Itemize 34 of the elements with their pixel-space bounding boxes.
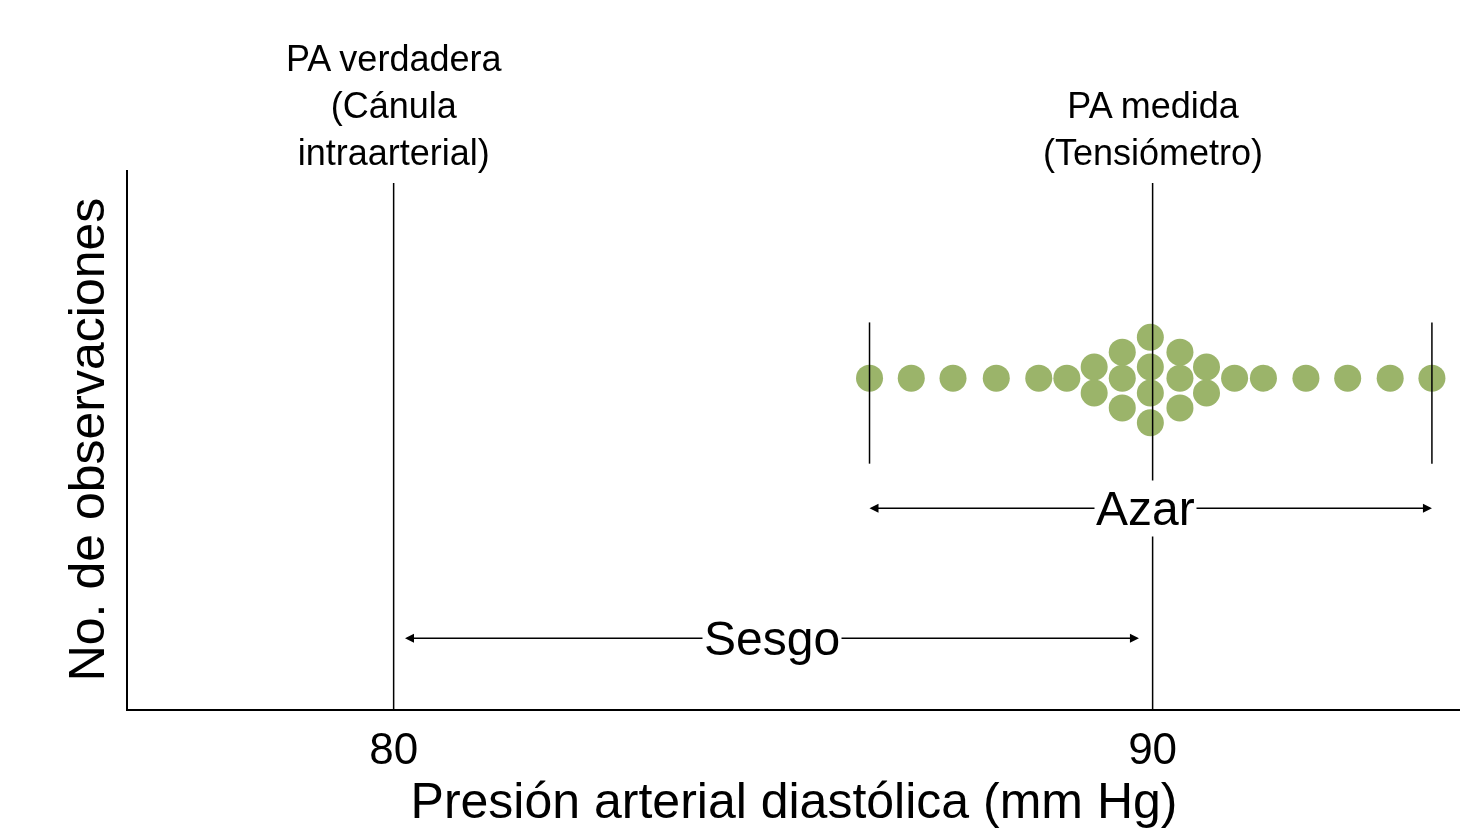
- point: [1193, 353, 1220, 381]
- x-tick-label: 90: [1128, 723, 1178, 773]
- point: [1166, 338, 1194, 366]
- ref-line-label: PA verdadera (Cánula intraarterial): [286, 38, 503, 173]
- point: [982, 364, 1010, 392]
- point: [939, 364, 967, 392]
- point: [1136, 379, 1164, 407]
- point: [1108, 394, 1136, 422]
- x-axis-title: Presión arterial diastólica (mm Hg): [410, 772, 1178, 829]
- point: [1080, 379, 1108, 407]
- point: [856, 364, 884, 392]
- point: [1376, 364, 1404, 392]
- point: [1292, 364, 1320, 392]
- point: [1166, 364, 1194, 392]
- point: [1221, 364, 1249, 392]
- point: [1025, 364, 1053, 392]
- point: [1080, 353, 1108, 381]
- annotation: Azar: [1096, 482, 1195, 535]
- point: [897, 364, 925, 392]
- y-axis-title: No. de observaciones: [58, 197, 115, 682]
- point: [1053, 364, 1081, 392]
- ref-line-label: PA medida (Tensiómetro): [1043, 85, 1264, 173]
- point: [1193, 379, 1220, 407]
- point: [1108, 364, 1136, 392]
- x-tick-label: 80: [369, 723, 419, 773]
- point: [1136, 323, 1164, 351]
- point: [1136, 353, 1164, 381]
- point: [1108, 338, 1136, 366]
- point: [1136, 409, 1164, 437]
- point: [1166, 394, 1194, 422]
- point: [1418, 364, 1446, 392]
- point: [1334, 364, 1362, 392]
- annotation: Sesgo: [704, 612, 841, 665]
- point: [1249, 364, 1277, 392]
